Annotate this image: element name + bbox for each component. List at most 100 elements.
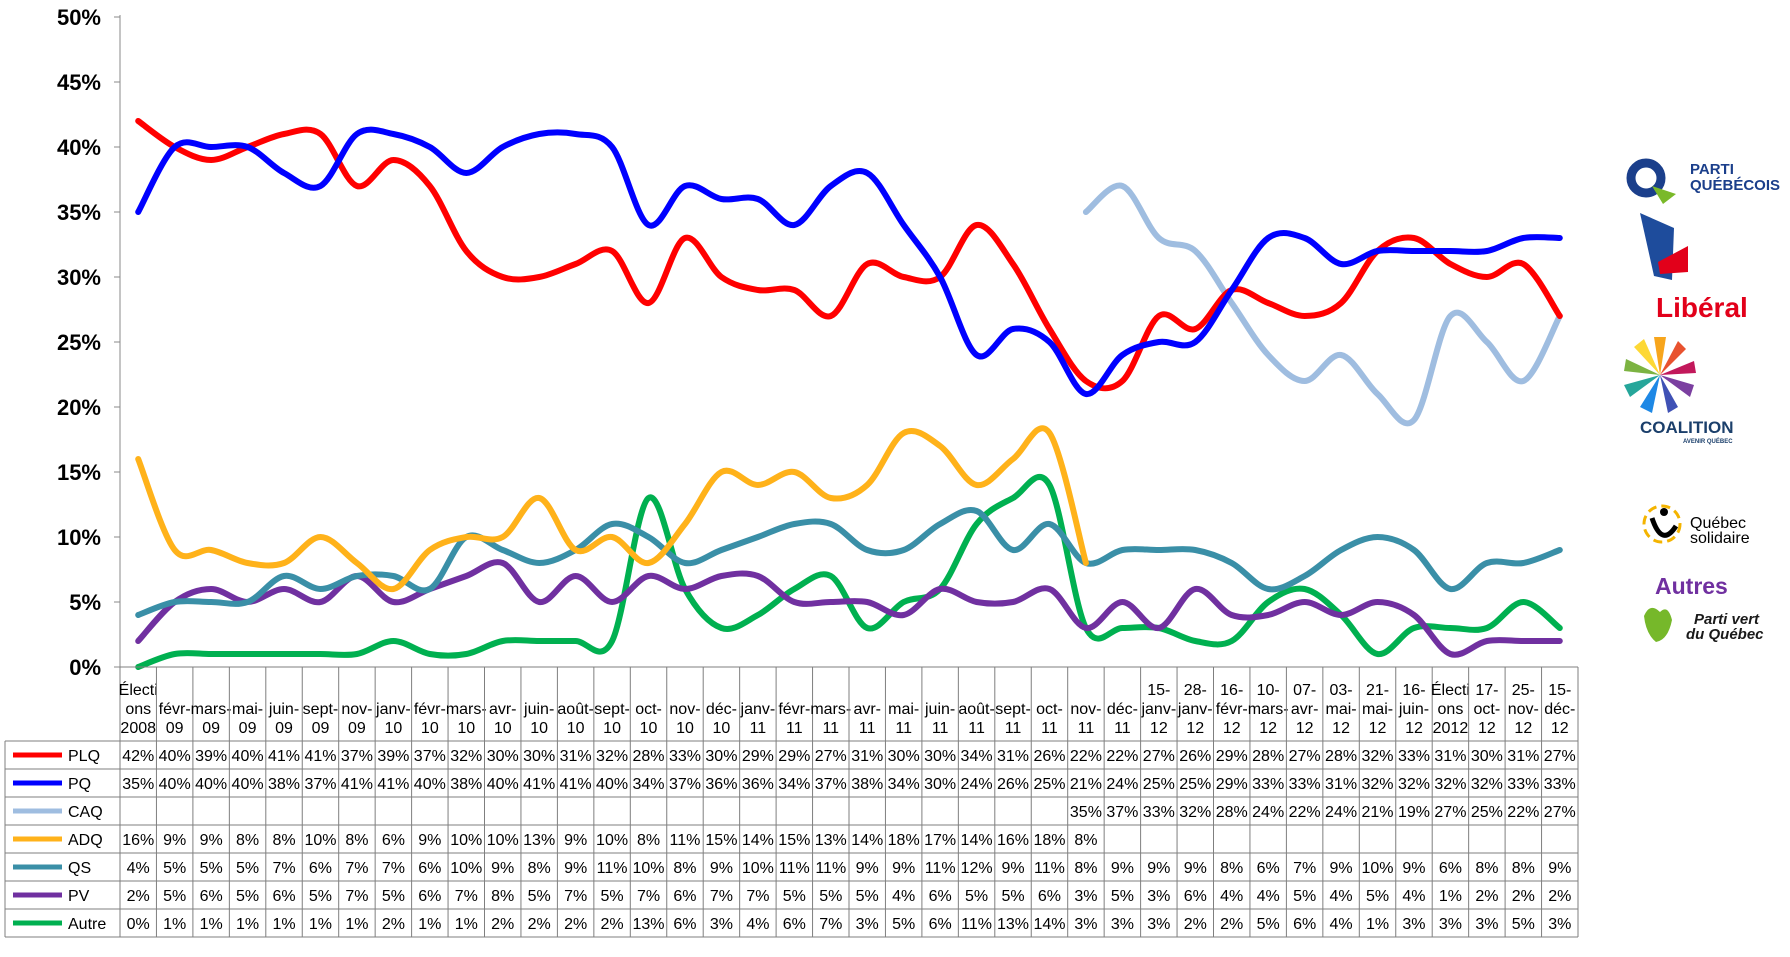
x-category-label: 12 bbox=[1150, 720, 1168, 737]
data-label: 10% bbox=[487, 832, 519, 849]
data-label: 31% bbox=[1434, 748, 1466, 765]
data-label: 27% bbox=[1289, 748, 1321, 765]
data-label: 40% bbox=[195, 776, 227, 793]
data-label: 6% bbox=[418, 888, 441, 905]
data-label: 5% bbox=[236, 860, 259, 877]
data-label: 13% bbox=[997, 916, 1029, 933]
data-label: 7% bbox=[272, 860, 295, 877]
data-label: 5% bbox=[528, 888, 551, 905]
legend-label-pv: PV bbox=[68, 888, 90, 905]
data-label: 29% bbox=[778, 748, 810, 765]
data-label: 7% bbox=[819, 916, 842, 933]
data-label: 40% bbox=[414, 776, 446, 793]
legend-label-autre: Autre bbox=[68, 916, 106, 933]
data-label: 5% bbox=[1293, 888, 1316, 905]
data-label: 11% bbox=[779, 860, 810, 877]
data-label: 9% bbox=[1001, 860, 1024, 877]
qs-logo-line2: solidaire bbox=[1690, 530, 1750, 547]
x-category-label: 11 bbox=[1041, 720, 1058, 737]
data-label: 6% bbox=[1439, 860, 1462, 877]
data-label: 8% bbox=[637, 832, 660, 849]
x-category-label: Électi bbox=[119, 680, 158, 699]
x-category-label: févr- bbox=[159, 701, 191, 718]
x-category-label: 10 bbox=[676, 720, 694, 737]
x-category-label: 16- bbox=[1220, 682, 1243, 699]
data-label: 10% bbox=[450, 860, 482, 877]
x-category-label: janv- bbox=[1177, 701, 1213, 718]
data-label: 5% bbox=[965, 888, 988, 905]
data-label: 7% bbox=[637, 888, 660, 905]
x-category-label: ons bbox=[125, 701, 151, 718]
data-label: 4% bbox=[1330, 888, 1353, 905]
x-category-label: nov- bbox=[341, 701, 372, 718]
y-tick-label: 15% bbox=[57, 460, 101, 485]
data-label: 7% bbox=[382, 860, 405, 877]
data-label: 35% bbox=[1070, 804, 1102, 821]
data-label: 33% bbox=[1252, 776, 1284, 793]
legend-label-adq: ADQ bbox=[68, 832, 103, 849]
data-label: 9% bbox=[892, 860, 915, 877]
data-label: 9% bbox=[1111, 860, 1134, 877]
data-label: 9% bbox=[564, 860, 587, 877]
x-category-label: Électi bbox=[1431, 680, 1470, 699]
x-category-label: 16- bbox=[1402, 682, 1425, 699]
data-label: 41% bbox=[377, 776, 409, 793]
data-label: 32% bbox=[1362, 776, 1394, 793]
legend-label-plq: PLQ bbox=[68, 748, 100, 765]
data-label: 3% bbox=[1111, 916, 1134, 933]
series-line-caq bbox=[1082, 182, 1563, 427]
x-category-label: 15- bbox=[1548, 682, 1571, 699]
x-category-label: mars- bbox=[810, 701, 851, 718]
data-label: 30% bbox=[924, 748, 956, 765]
x-category-label: 10 bbox=[567, 720, 585, 737]
data-label: 6% bbox=[418, 860, 441, 877]
data-label: 1% bbox=[345, 916, 368, 933]
data-label: 19% bbox=[1398, 804, 1430, 821]
data-label: 40% bbox=[487, 776, 519, 793]
data-label: 5% bbox=[892, 916, 915, 933]
x-category-label: sept- bbox=[303, 701, 339, 718]
x-category-label: oct- bbox=[1474, 701, 1501, 718]
party-logos: PARTI QUÉBÉCOIS Libéral COALITION AVE bbox=[1624, 158, 1780, 643]
x-category-label: mars- bbox=[1248, 701, 1289, 718]
y-tick-label: 10% bbox=[57, 525, 101, 550]
x-category-label: 09 bbox=[239, 720, 257, 737]
data-label: 27% bbox=[1544, 748, 1576, 765]
series-line-plq bbox=[135, 118, 1563, 392]
data-label: 30% bbox=[523, 748, 555, 765]
data-label: 4% bbox=[1330, 916, 1353, 933]
data-label: 32% bbox=[596, 748, 628, 765]
data-label: 6% bbox=[673, 916, 696, 933]
data-label: 8% bbox=[491, 888, 514, 905]
caq-logo: COALITION AVENIR QUÉBEC bbox=[1624, 337, 1734, 445]
data-label: 3% bbox=[1074, 888, 1097, 905]
x-category-label: 2012 bbox=[1433, 720, 1469, 737]
data-label: 37% bbox=[414, 748, 446, 765]
x-category-label: 12 bbox=[1186, 720, 1204, 737]
data-label: 6% bbox=[929, 916, 952, 933]
data-label: 37% bbox=[304, 776, 336, 793]
series-lines bbox=[135, 118, 1563, 670]
qs-logo-ring-icon bbox=[1642, 504, 1682, 544]
data-label: 5% bbox=[163, 888, 186, 905]
series-line-adq bbox=[135, 425, 1089, 593]
data-label: 6% bbox=[1184, 888, 1207, 905]
data-label: 22% bbox=[1507, 804, 1539, 821]
data-label: 5% bbox=[1512, 916, 1535, 933]
data-label: 2% bbox=[1220, 916, 1243, 933]
x-category-label: févr- bbox=[1216, 701, 1248, 718]
data-label: 31% bbox=[1325, 776, 1357, 793]
pq-logo-line1: PARTI bbox=[1690, 161, 1734, 178]
data-label: 34% bbox=[961, 748, 993, 765]
x-category-label: nov- bbox=[1070, 701, 1101, 718]
data-label: 6% bbox=[200, 888, 223, 905]
x-category-label: févr- bbox=[414, 701, 446, 718]
x-category-label: févr- bbox=[778, 701, 810, 718]
data-label: 3% bbox=[1439, 916, 1462, 933]
x-category-label: déc- bbox=[706, 701, 737, 718]
data-label: 2% bbox=[127, 888, 150, 905]
data-label: 37% bbox=[341, 748, 373, 765]
data-label: 18% bbox=[1033, 832, 1065, 849]
autres-label: Autres bbox=[1655, 573, 1728, 599]
